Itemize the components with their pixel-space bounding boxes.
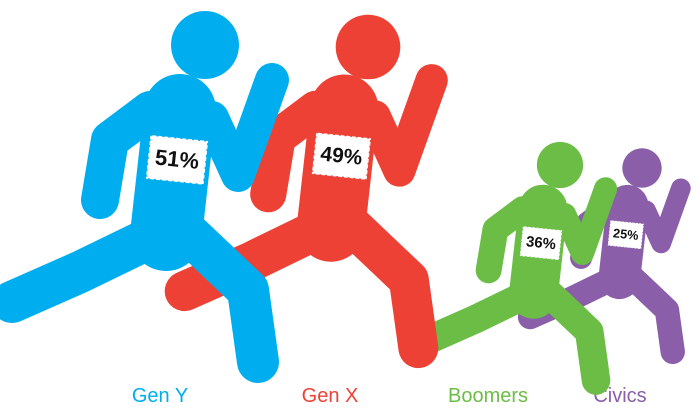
runner-limb (646, 188, 681, 243)
bib: 25% (608, 220, 644, 249)
runner-limb (429, 296, 523, 340)
runner: 51% (12, 11, 272, 362)
value-label: 51% (154, 144, 200, 173)
runner-limb (565, 189, 606, 254)
category-label: Boomers (448, 385, 528, 407)
runner-limb (354, 228, 419, 349)
runner-limb (550, 294, 596, 380)
value-label: 25% (612, 225, 639, 243)
runner: 36% (429, 142, 606, 381)
runner-head (537, 142, 583, 188)
bib: 51% (146, 135, 208, 185)
runner-head (622, 148, 661, 187)
runner-limb (12, 238, 150, 302)
category-label: Gen Y (132, 385, 188, 407)
runner-limb (633, 278, 672, 352)
bib: 36% (520, 226, 562, 260)
category-label: Gen X (302, 385, 359, 407)
runner-head (171, 11, 239, 79)
chart: 25%Civics36%Boomers49%Gen X51%Gen Y (0, 0, 700, 412)
runner-limb (375, 80, 432, 170)
runner-head (336, 15, 401, 80)
value-label: 36% (525, 233, 557, 253)
bib: 49% (312, 132, 371, 179)
value-label: 49% (319, 142, 363, 169)
